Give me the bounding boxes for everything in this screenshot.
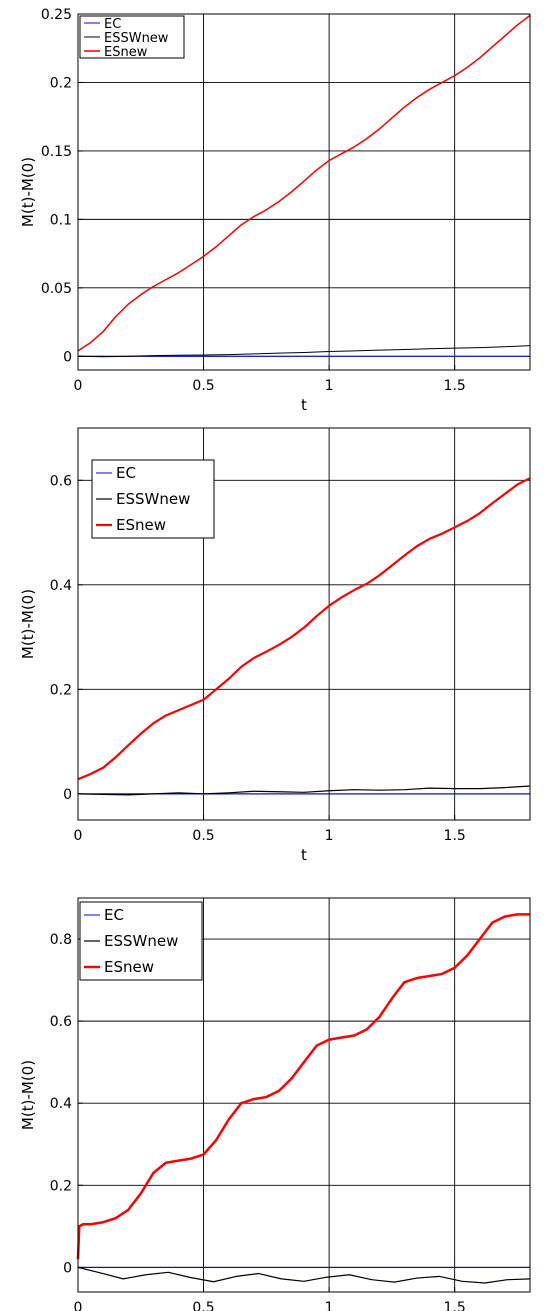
x-tick-label: 1.5	[444, 1300, 466, 1311]
x-tick-label: 1	[325, 378, 334, 394]
series-line-esnew	[77, 14, 531, 352]
y-axis-label: M(t)-M(0)	[19, 589, 37, 659]
legend: EC ESSWnew ESnew	[91, 459, 215, 539]
legend-label-esnew: ESnew	[116, 516, 166, 534]
legend-label-esswnew: ESSWnew	[116, 490, 190, 508]
legend-label-ec: EC	[116, 464, 136, 482]
y-tick-label: 0.2	[50, 682, 72, 698]
series-line-esswnew	[77, 785, 531, 796]
legend-label-esnew: ESnew	[104, 958, 154, 976]
y-tick-label: 0	[63, 787, 72, 803]
x-tick-label: 1	[325, 1300, 334, 1311]
legend-label-esswnew: ESSWnew	[104, 932, 178, 950]
x-axis-label: t	[301, 846, 307, 864]
legend: EC ESSWnew ESnew	[79, 901, 203, 981]
x-tick-label: 1	[325, 828, 334, 844]
x-tick-label: 0	[74, 828, 83, 844]
y-tick-label: 0.8	[50, 932, 72, 948]
y-tick-label: 0	[63, 1260, 72, 1276]
chart-2: 0 0.5 1 1.5 0 0.2 0.4 0.6 t M(t)-M(0) EC ESSWnew ESn…	[19, 427, 531, 864]
legend-label-esnew: ESnew	[104, 45, 148, 60]
y-tick-label: 0.6	[50, 473, 72, 489]
y-axis-label: M(t)-M(0)	[19, 157, 37, 227]
y-tick-label: 0.6	[50, 1014, 72, 1030]
legend-label-esswnew: ESSWnew	[104, 31, 169, 46]
series-line-esnew	[76, 913, 530, 1260]
x-tick-label: 0	[74, 378, 83, 394]
legend-label-ec: EC	[104, 906, 124, 924]
legend-label-ec: EC	[104, 17, 121, 32]
y-tick-label: 0.1	[50, 212, 72, 228]
y-tick-label: 0.05	[41, 281, 72, 297]
x-tick-label: 0.5	[192, 1300, 214, 1311]
x-tick-label: 0.5	[192, 378, 214, 394]
plot-frame	[77, 427, 531, 821]
y-tick-label: 0.2	[50, 75, 72, 91]
x-tick-label: 0	[74, 1300, 83, 1311]
grid	[78, 14, 530, 370]
y-tick-label: 0	[63, 349, 72, 365]
chart-3: 00.511.500.20.40.60.8tM(t)-M(0)ECESSWnew…	[19, 897, 531, 1311]
chart-1: 0 0.5 1 1.500.050.10.150.20.25tM(t)-M(0)ECE…	[19, 7, 531, 414]
legend-box	[79, 901, 203, 981]
y-tick-label: 0.25	[41, 7, 72, 23]
x-tick-label: 1.5	[444, 378, 466, 394]
plot-frame	[77, 897, 531, 1293]
series-line-esswnew	[77, 345, 531, 358]
series-line-esswnew	[77, 1266, 531, 1284]
y-tick-label: 0.4	[50, 1096, 72, 1112]
x-tick-label: 0.5	[192, 828, 214, 844]
y-tick-label: 0.15	[41, 144, 72, 160]
y-axis-label: M(t)-M(0)	[19, 1060, 37, 1130]
x-tick-label: 1.5	[444, 828, 466, 844]
plot-frame	[77, 13, 531, 371]
x-axis-label: t	[301, 396, 307, 414]
y-tick-label: 0.4	[50, 578, 72, 594]
series-line-esnew	[77, 477, 531, 781]
y-tick-label: 0.2	[50, 1178, 72, 1194]
legend-box	[91, 459, 215, 539]
